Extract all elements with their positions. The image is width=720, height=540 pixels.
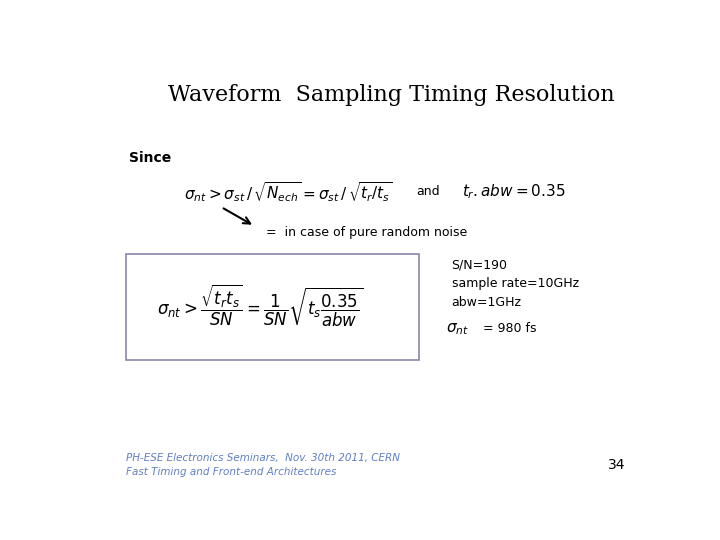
Text: $\sigma_{nt}$: $\sigma_{nt}$ — [446, 321, 469, 336]
FancyBboxPatch shape — [126, 254, 419, 360]
Text: $\sigma_{nt} > \sigma_{st} \, / \, \sqrt{N_{ech}} = \sigma_{st} \, / \, \sqrt{t_: $\sigma_{nt} > \sigma_{st} \, / \, \sqrt… — [184, 180, 392, 204]
Text: =  in case of pure random noise: = in case of pure random noise — [266, 226, 467, 239]
Text: Waveform  Sampling Timing Resolution: Waveform Sampling Timing Resolution — [168, 84, 615, 105]
Text: 34: 34 — [608, 458, 626, 472]
Text: and: and — [415, 185, 439, 198]
Text: $\sigma_{nt} > \dfrac{\sqrt{t_r t_s}}{SN} = \dfrac{1}{SN} \sqrt{t_s \dfrac{0.35}: $\sigma_{nt} > \dfrac{\sqrt{t_r t_s}}{SN… — [157, 282, 364, 329]
Text: Since: Since — [129, 151, 171, 165]
Text: S/N=190
sample rate=10GHz
abw=1GHz: S/N=190 sample rate=10GHz abw=1GHz — [451, 258, 579, 309]
Text: PH-ESE Electronics Seminars,  Nov. 30th 2011, CERN
Fast Timing and Front-end Arc: PH-ESE Electronics Seminars, Nov. 30th 2… — [126, 453, 400, 477]
Text: $t_r.abw = 0.35$: $t_r.abw = 0.35$ — [462, 183, 566, 201]
Text: = 980 fs: = 980 fs — [483, 322, 537, 335]
